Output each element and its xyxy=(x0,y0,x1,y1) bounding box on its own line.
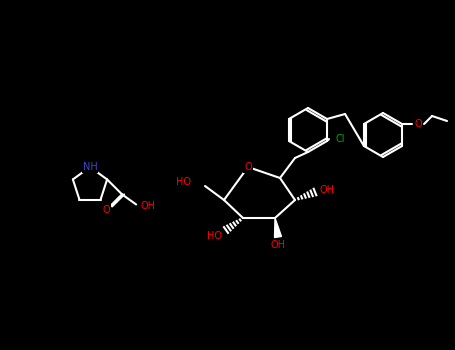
Text: O: O xyxy=(244,162,252,172)
Text: HO: HO xyxy=(176,177,191,187)
Text: O: O xyxy=(414,119,422,129)
Text: HO: HO xyxy=(207,231,222,241)
Text: NH: NH xyxy=(83,162,97,172)
Polygon shape xyxy=(274,218,282,238)
Text: Cl: Cl xyxy=(335,134,344,144)
Text: OH: OH xyxy=(140,202,155,211)
Text: OH: OH xyxy=(271,240,285,250)
Text: O: O xyxy=(102,205,110,216)
Text: OH: OH xyxy=(320,185,335,195)
